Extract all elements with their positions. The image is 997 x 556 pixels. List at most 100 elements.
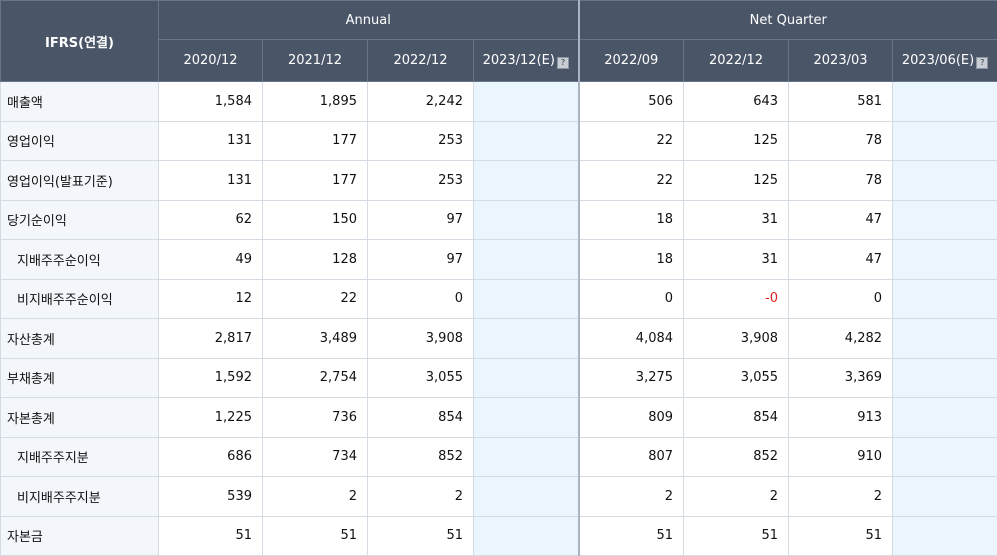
table-cell: 3,055 [684,358,789,398]
row-label[interactable]: 부채총계 [1,358,159,398]
column-header: 2020/12 [159,40,263,82]
table-cell: 1,592 [159,358,263,398]
row-label[interactable]: 비지배주주순이익 [1,279,159,319]
corner-header: IFRS(연결) [1,1,159,82]
table-cell [893,358,997,398]
table-cell: 852 [684,437,789,477]
table-cell: 18 [579,240,684,280]
table-cell: 177 [263,121,368,161]
column-header: 2022/12 [684,40,789,82]
table-cell: 97 [368,240,474,280]
table-cell: 3,275 [579,358,684,398]
table-cell: 2,817 [159,319,263,359]
column-header: 2022/09 [579,40,684,82]
table-cell: 4,282 [789,319,893,359]
table-cell [893,121,997,161]
table-cell: 253 [368,161,474,201]
row-label[interactable]: 당기순이익 [1,200,159,240]
table-cell: 131 [159,121,263,161]
table-cell: 18 [579,200,684,240]
table-cell: 2,754 [263,358,368,398]
row-label[interactable]: 매출액 [1,82,159,122]
table-cell: 1,225 [159,398,263,438]
column-header-label: 2022/09 [604,53,658,68]
table-cell: 643 [684,82,789,122]
table-cell: 3,908 [684,319,789,359]
table-cell: 0 [579,279,684,319]
table-cell: 4,084 [579,319,684,359]
table-cell: 539 [159,477,263,517]
question-icon[interactable]: ? [557,57,569,69]
row-label[interactable]: 지배주주순이익 [1,240,159,280]
row-label[interactable]: 자본총계 [1,398,159,438]
table-cell: 686 [159,437,263,477]
row-label[interactable]: 영업이익(발표기준) [1,161,159,201]
table-cell: 3,055 [368,358,474,398]
table-cell: 2 [263,477,368,517]
question-icon[interactable]: ? [976,57,988,69]
table-cell [893,398,997,438]
column-header-label: 2022/12 [393,53,447,68]
table-cell [474,319,579,359]
column-header-label: 2023/12(E) [483,53,555,68]
table-cell: 1,895 [263,82,368,122]
column-header: 2023/03 [789,40,893,82]
column-header-label: 2023/03 [814,53,868,68]
table-cell: 47 [789,240,893,280]
table-cell [893,240,997,280]
table-cell: 22 [579,161,684,201]
table-cell [893,477,997,517]
table-cell [893,437,997,477]
table-cell [474,279,579,319]
table-cell [474,200,579,240]
column-header: 2022/12 [368,40,474,82]
table-cell [893,516,997,556]
column-header-label: 2022/12 [709,53,763,68]
table-cell: 734 [263,437,368,477]
table-cell [893,319,997,359]
table-cell: 97 [368,200,474,240]
table-cell [893,279,997,319]
column-header-label: 2020/12 [183,53,237,68]
column-header-label: 2023/06(E) [902,53,974,68]
table-cell: 0 [368,279,474,319]
table-cell: 131 [159,161,263,201]
table-cell: 31 [684,200,789,240]
table-cell: 910 [789,437,893,477]
table-cell: 51 [684,516,789,556]
table-cell: 150 [263,200,368,240]
row-label[interactable]: 비지배주주지분 [1,477,159,517]
table-cell [474,477,579,517]
table-cell: 913 [789,398,893,438]
row-label[interactable]: 자산총계 [1,319,159,359]
table-cell: 0 [789,279,893,319]
table-cell: 506 [579,82,684,122]
table-cell: 51 [159,516,263,556]
table-cell: 51 [579,516,684,556]
column-header: 2021/12 [263,40,368,82]
table-cell: -0 [684,279,789,319]
table-cell: 3,369 [789,358,893,398]
table-cell: 581 [789,82,893,122]
table-cell: 2 [684,477,789,517]
table-cell: 2,242 [368,82,474,122]
table-cell: 128 [263,240,368,280]
row-label[interactable]: 영업이익 [1,121,159,161]
row-label[interactable]: 자본금 [1,516,159,556]
table-cell [474,121,579,161]
table-cell: 51 [789,516,893,556]
table-cell: 47 [789,200,893,240]
group-header-quarter: Net Quarter [579,1,997,40]
row-label[interactable]: 지배주주지분 [1,437,159,477]
table-cell: 49 [159,240,263,280]
table-cell: 2 [789,477,893,517]
table-cell: 22 [263,279,368,319]
